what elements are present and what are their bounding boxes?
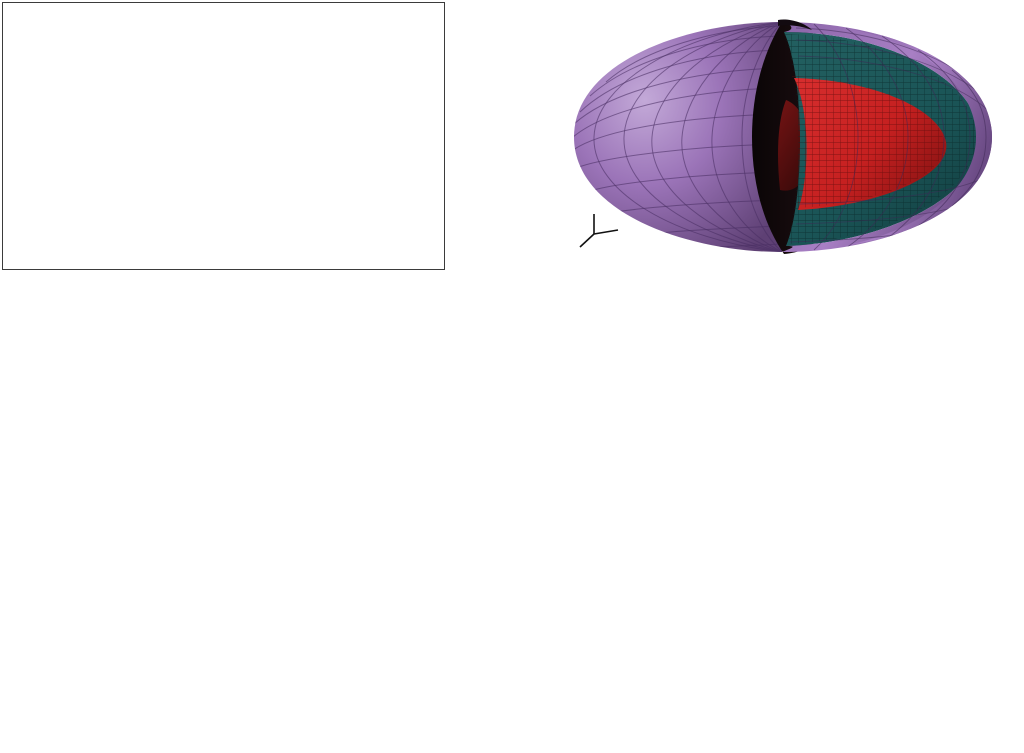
axis-triad — [579, 214, 619, 248]
panel-b-svg — [574, 19, 992, 255]
panel-a-svg — [2, 2, 445, 270]
panel-a-profile-plot — [2, 2, 445, 270]
lens-apex-notch — [778, 19, 812, 30]
triad-x-axis — [593, 229, 619, 235]
panel-b-cutaway-lens — [546, 4, 1018, 270]
lens-nucleus-cut-face — [792, 76, 947, 210]
panel-a-outer-frame — [2, 2, 445, 270]
panel-c-svg — [286, 300, 846, 720]
lens-capsule-left — [574, 22, 782, 252]
triad-y-axis — [579, 233, 595, 248]
panel-c-vector-field — [286, 300, 846, 720]
